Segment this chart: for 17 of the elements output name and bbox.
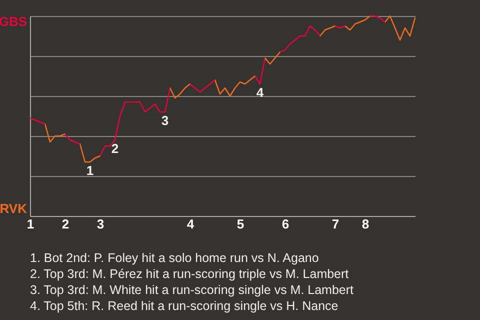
annotation: 4 [256,85,264,100]
annotation: 2 [111,141,119,156]
x-tick-label: 7 [332,216,340,232]
x-tick-label: 5 [236,216,244,232]
x-tick-label: 4 [186,216,195,232]
x-tick-label: 1 [26,216,34,232]
text: 3. Top 3rd: M. White hit a run-scoring single vs M. Lambert [30,282,355,298]
text: 4. Top 5th: R. Reed hit a run-scoring single vs H. Nance [30,298,340,314]
x-tick-label: 3 [96,216,104,232]
annotation: 3 [161,113,169,128]
annotation: 1 [86,163,94,178]
x-tick-label: 2 [62,216,70,232]
text: 1. Bot 2nd: P. Foley hit a solo home run vs N. Agano [30,250,320,266]
x-tick-label: 8 [362,216,370,232]
text: RVK [0,201,28,216]
text: 2. Top 3rd: M. Pérez hit a run-scoring triple vs M. Lambert [30,266,350,282]
x-tick-label: 6 [282,216,290,232]
